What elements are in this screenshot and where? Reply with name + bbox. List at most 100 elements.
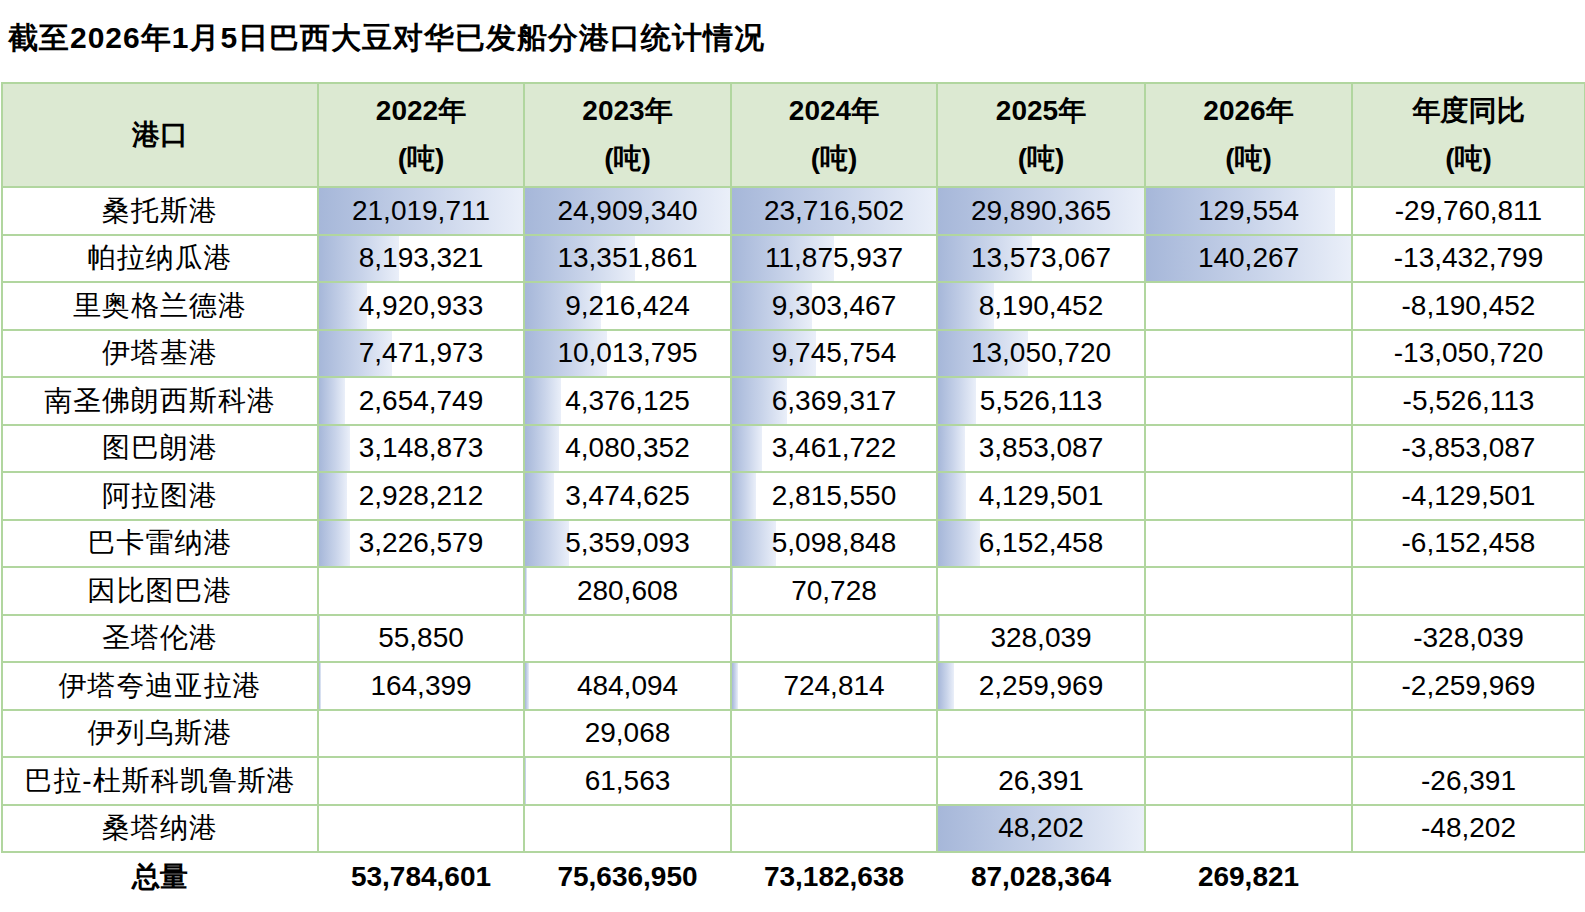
cell-value-text: -13,432,799 (1394, 242, 1543, 273)
cell-value: -3,853,087 (1352, 425, 1585, 473)
data-bar (938, 473, 966, 519)
header-cell-2024: 2024年 (吨) (731, 83, 937, 187)
cell-value (1145, 377, 1352, 425)
cell-value-text: 280,608 (577, 575, 678, 606)
cell-value-text: 13,351,861 (557, 242, 697, 273)
cell-value: 2,815,550 (731, 472, 937, 520)
cell-value (318, 710, 524, 758)
cell-value-text: 140,267 (1198, 242, 1299, 273)
table-row: 南圣佛朗西斯科港2,654,7494,376,1256,369,3175,526… (2, 377, 1585, 425)
cell-value: 4,920,933 (318, 282, 524, 330)
cell-value: 55,850 (318, 615, 524, 663)
cell-value: -26,391 (1352, 757, 1585, 805)
cell-value (318, 805, 524, 853)
cell-value-text: 4,129,501 (979, 480, 1104, 511)
data-bar (525, 568, 527, 614)
cell-value-text: 3,461,722 (772, 432, 897, 463)
table-row: 里奥格兰德港4,920,9339,216,4249,303,4678,190,4… (2, 282, 1585, 330)
cell-port-name: 因比图巴港 (2, 567, 318, 615)
cell-value-text: 29,890,365 (971, 195, 1111, 226)
cell-value: 484,094 (524, 662, 731, 710)
cell-value-text: -48,202 (1421, 812, 1516, 843)
cell-value: 3,474,625 (524, 472, 731, 520)
cell-value: -328,039 (1352, 615, 1585, 663)
cell-value-text: 164,399 (370, 670, 471, 701)
cell-port-name: 阿拉图港 (2, 472, 318, 520)
table-row: 桑塔纳港48,202-48,202 (2, 805, 1585, 853)
header-cell-yoy: 年度同比 (吨) (1352, 83, 1585, 187)
total-value: 269,821 (1145, 852, 1352, 900)
header-cell-2022: 2022年 (吨) (318, 83, 524, 187)
cell-value-text: 3,148,873 (359, 432, 484, 463)
cell-value: -13,432,799 (1352, 235, 1585, 283)
data-bar (525, 663, 529, 709)
cell-value: 24,909,340 (524, 187, 731, 235)
cell-value-text: 7,471,973 (359, 337, 484, 368)
cell-value-text: 724,814 (783, 670, 884, 701)
cell-value: 26,391 (937, 757, 1145, 805)
cell-value-text: 29,068 (585, 717, 671, 748)
data-bar (732, 426, 762, 472)
total-value: 75,636,950 (524, 852, 731, 900)
cell-value: 328,039 (937, 615, 1145, 663)
cell-value: 48,202 (937, 805, 1145, 853)
data-bar (938, 663, 954, 709)
cell-value: -48,202 (1352, 805, 1585, 853)
header-unit-label: (吨) (732, 145, 936, 173)
cell-value (1352, 567, 1585, 615)
cell-value-text: 48,202 (998, 812, 1084, 843)
cell-value: 29,068 (524, 710, 731, 758)
data-bar (319, 426, 350, 472)
total-value (1352, 852, 1585, 900)
cell-value: 4,129,501 (937, 472, 1145, 520)
cell-value: 70,728 (731, 567, 937, 615)
data-bar (732, 473, 756, 519)
table-row: 伊列乌斯港29,068 (2, 710, 1585, 758)
header-year-label: 2024年 (732, 97, 936, 125)
cell-value: 8,190,452 (937, 282, 1145, 330)
cell-value (731, 615, 937, 663)
page: 截至2026年1月5日巴西大豆对华已发船分港口统计情况 港口 2022年 (吨) (0, 0, 1585, 912)
cell-value (1145, 567, 1352, 615)
cell-value: 3,226,579 (318, 520, 524, 568)
cell-value: 13,050,720 (937, 330, 1145, 378)
cell-value-text: 5,359,093 (565, 527, 690, 558)
header-unit-label: (吨) (1353, 145, 1584, 173)
table-body: 桑托斯港21,019,71124,909,34023,716,50229,890… (2, 187, 1585, 900)
data-table: 港口 2022年 (吨) 2023年 (吨) 2024年 (吨) 2025年 (… (1, 82, 1585, 900)
header-cell-port: 港口 (2, 83, 318, 187)
cell-value (1352, 710, 1585, 758)
cell-value: -5,526,113 (1352, 377, 1585, 425)
cell-value (1145, 520, 1352, 568)
cell-value-text: 3,226,579 (359, 527, 484, 558)
total-row: 总量53,784,60175,636,95073,182,63887,028,3… (2, 852, 1585, 900)
cell-value (1145, 282, 1352, 330)
cell-value (1145, 805, 1352, 853)
cell-value-text: 4,080,352 (565, 432, 690, 463)
cell-value-text: -328,039 (1413, 622, 1524, 653)
cell-value (731, 757, 937, 805)
cell-value: -6,152,458 (1352, 520, 1585, 568)
cell-value-text: -13,050,720 (1394, 337, 1543, 368)
cell-value: 61,563 (524, 757, 731, 805)
table-row: 圣塔伦港55,850328,039-328,039 (2, 615, 1585, 663)
table-row: 图巴朗港3,148,8734,080,3523,461,7223,853,087… (2, 425, 1585, 473)
cell-value-text: -4,129,501 (1402, 480, 1536, 511)
table-header: 港口 2022年 (吨) 2023年 (吨) 2024年 (吨) 2025年 (… (2, 83, 1585, 187)
cell-value: 724,814 (731, 662, 937, 710)
cell-value: 9,745,754 (731, 330, 937, 378)
data-bar (732, 663, 738, 709)
cell-value-text: 13,050,720 (971, 337, 1111, 368)
cell-value (524, 615, 731, 663)
cell-value (1145, 425, 1352, 473)
cell-port-name: 巴拉-杜斯科凯鲁斯港 (2, 757, 318, 805)
cell-value: 4,080,352 (524, 425, 731, 473)
cell-value: 8,193,321 (318, 235, 524, 283)
cell-value (731, 710, 937, 758)
cell-value-text: -8,190,452 (1402, 290, 1536, 321)
cell-value-text: 328,039 (990, 622, 1091, 653)
cell-value-text: 9,745,754 (772, 337, 897, 368)
total-value: 73,182,638 (731, 852, 937, 900)
cell-value-text: 2,928,212 (359, 480, 484, 511)
data-bar (938, 521, 980, 567)
